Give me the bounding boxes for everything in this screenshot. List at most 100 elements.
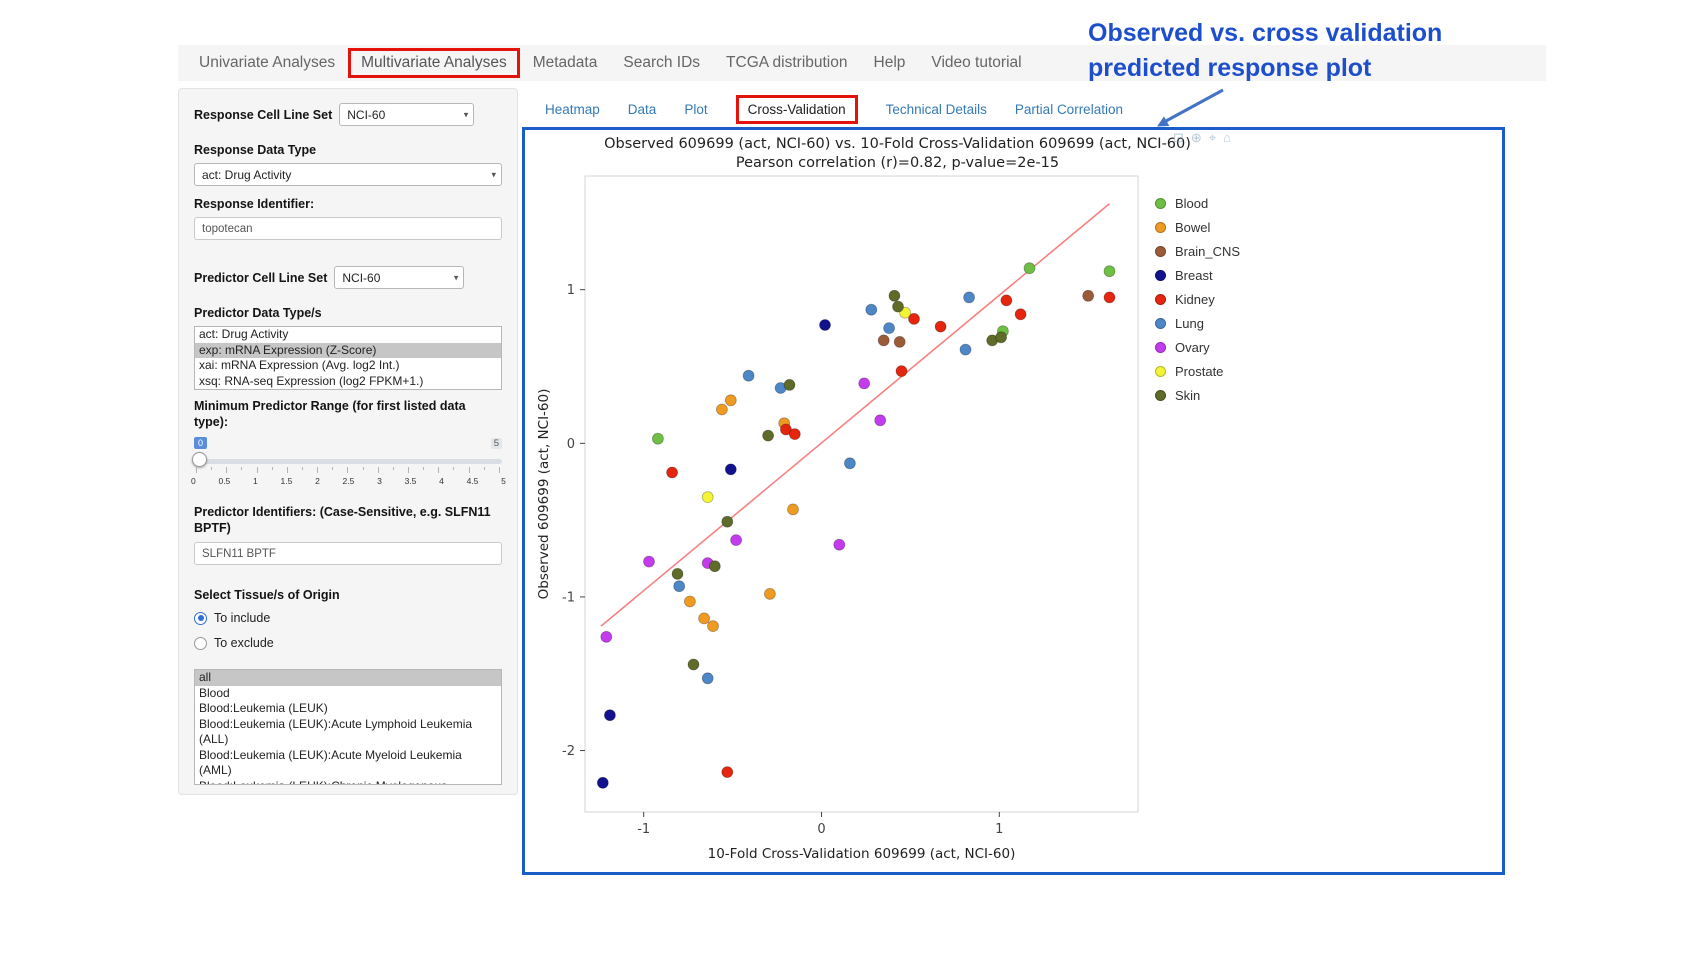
pan-icon[interactable]: ⌖ (1208, 130, 1217, 145)
tissue-origin-radios: To include To exclude (194, 608, 502, 653)
predictor-cell-line-set-group: Predictor Cell Line Set NCI-60 ▾ (194, 266, 502, 289)
slider-tick-label: 3 (377, 476, 382, 486)
predictor-data-type-option[interactable]: xai: mRNA Expression (Avg. log2 Int.) (199, 358, 400, 372)
legend-label: Blood (1175, 196, 1209, 211)
slider-tick-label: 5 (501, 476, 506, 486)
svg-text:-1: -1 (637, 822, 650, 837)
slider-track[interactable] (194, 459, 502, 464)
tissue-option[interactable]: Blood:Leukemia (LEUK):Chronic Myelogenou… (195, 779, 501, 785)
legend-dot-icon (1155, 198, 1166, 209)
subtab-partial-correlation[interactable]: Partial Correlation (1014, 101, 1123, 117)
predictor-cell-line-set-value: NCI-60 (342, 270, 381, 285)
legend-item-prostate[interactable]: Prostate (1155, 364, 1240, 379)
slider-tick-label: 0 (191, 476, 196, 486)
slider-tick (317, 467, 319, 473)
home-icon[interactable]: ⌂ (1223, 130, 1231, 145)
slider-tick (286, 467, 288, 473)
svg-text:-1: -1 (562, 590, 575, 605)
tissue-origin-listbox[interactable]: all Blood Blood:Leukemia (LEUK) Blood:Leuke… (194, 669, 502, 785)
slider-tick (468, 467, 470, 473)
subtab-plot[interactable]: Plot (684, 101, 708, 117)
predictor-cell-line-set-select[interactable]: NCI-60 ▾ (334, 266, 465, 289)
response-identifier-input[interactable] (194, 217, 502, 240)
nav-tab-metadata[interactable]: Metadata (532, 54, 598, 71)
legend-dot-icon (1155, 222, 1166, 233)
response-data-type-select[interactable]: act: Drug Activity ▾ (194, 163, 502, 186)
nav-tab-tcga-distribution[interactable]: TCGA distribution (726, 54, 848, 71)
cross-validation-plot-panel: Observed 609699 (act, NCI-60) vs. 10-Fol… (522, 127, 1505, 875)
slider-tick-label: 2.5 (342, 476, 355, 486)
plot-title-line1: Observed 609699 (act, NCI-60) vs. 10-Fol… (604, 136, 1191, 152)
legend-item-breast[interactable]: Breast (1155, 268, 1240, 283)
tissue-option[interactable]: Blood:Leukemia (LEUK):Acute Lymphoid Leu… (199, 716, 473, 747)
subtab-technical-details[interactable]: Technical Details (885, 101, 987, 117)
min-predictor-range-slider[interactable]: 0 5 0 0.5 1 1.5 2 2.5 3 3.5 4 4.5 5 (191, 437, 506, 498)
predictor-data-type-option[interactable]: act: Drug Activity (199, 327, 289, 341)
tissue-radio-to-exclude[interactable]: To exclude (194, 633, 502, 653)
legend-dot-icon (1155, 270, 1166, 281)
slider-ticks (196, 467, 500, 473)
predictor-identifiers-input[interactable] (194, 542, 502, 565)
predictor-data-type-option[interactable]: xsq: RNA-seq Expression (log2 FPKM+1.) (199, 373, 424, 388)
nav-tab-video-tutorial[interactable]: Video tutorial (931, 54, 1022, 71)
legend-item-brain-cns[interactable]: Brain_CNS (1155, 244, 1240, 259)
slider-tick-label: 1 (253, 476, 258, 486)
slider-tick-label: 0.5 (218, 476, 231, 486)
response-data-type-label: Response Data Type (194, 143, 317, 157)
radio-icon (194, 611, 207, 625)
chevron-down-icon: ▾ (491, 169, 496, 179)
slider-tick (347, 467, 349, 473)
svg-text:0: 0 (567, 437, 575, 452)
legend-label: Skin (1175, 388, 1201, 403)
nav-tab-multivariate-analyses[interactable]: Multivariate Analyses (348, 48, 520, 78)
predictor-data-types-listbox[interactable]: act: Drug Activity exp: mRNA Expression (… (194, 326, 502, 390)
nav-tab-univariate-analyses[interactable]: Univariate Analyses (199, 54, 336, 71)
response-cell-line-set-label: Response Cell Line Set (194, 107, 333, 122)
subtab-cross-validation[interactable]: Cross-Validation (735, 94, 858, 124)
response-data-type-group: Response Data Type act: Drug Activity ▾ (194, 142, 502, 186)
camera-icon[interactable]: ⊡ (1173, 130, 1184, 145)
predictor-data-types-group: Predictor Data Type/s act: Drug Activity… (194, 305, 502, 390)
nav-tab-search-ids[interactable]: Search IDs (623, 54, 701, 71)
slider-tick-label: 1.5 (280, 476, 293, 486)
legend-item-blood[interactable]: Blood (1155, 196, 1240, 211)
predictor-data-types-label: Predictor Data Type/s (194, 306, 322, 320)
tissue-option[interactable]: Blood (199, 685, 230, 700)
subtab-heatmap[interactable]: Heatmap (545, 101, 600, 117)
tissue-option[interactable]: all (195, 670, 501, 686)
legend-item-bowel[interactable]: Bowel (1155, 220, 1240, 235)
tissue-option[interactable]: Blood:Leukemia (LEUK) (199, 701, 328, 715)
annotation-arrow-icon (1157, 88, 1224, 127)
legend-dot-icon (1155, 246, 1166, 257)
slider-tick (241, 467, 243, 470)
legend-item-lung[interactable]: Lung (1155, 316, 1240, 331)
slider-tick (498, 467, 500, 473)
legend-item-ovary[interactable]: Ovary (1155, 340, 1240, 355)
slider-tick (211, 467, 213, 470)
predictor-data-type-option[interactable]: exp: mRNA Expression (Z-Score) (195, 342, 501, 358)
svg-text:1: 1 (995, 822, 1003, 837)
legend-dot-icon (1155, 390, 1166, 401)
legend-item-kidney[interactable]: Kidney (1155, 292, 1240, 307)
legend-dot-icon (1155, 294, 1166, 305)
legend-label: Brain_CNS (1175, 244, 1241, 259)
slider-handle[interactable] (192, 452, 207, 467)
zoom-icon[interactable]: ⊕ (1190, 130, 1202, 145)
nav-tab-help[interactable]: Help (873, 54, 906, 71)
scatter-plot[interactable]: -1 0 1 -2 -1 0 1 10-Fold Cross-Validation 60969… (531, 160, 1191, 860)
tissue-radio-to-include[interactable]: To include (194, 608, 502, 628)
legend-label: Bowel (1175, 220, 1211, 235)
svg-text:0: 0 (817, 822, 825, 837)
legend-item-skin[interactable]: Skin (1155, 388, 1240, 403)
radio-icon (194, 636, 207, 650)
legend-dot-icon (1155, 366, 1166, 377)
slider-tick (453, 467, 455, 470)
slider-tick (362, 467, 364, 470)
tissue-option[interactable]: Blood:Leukemia (LEUK):Acute Myeloid Leuk… (199, 747, 462, 778)
slider-value-badge: 0 (194, 437, 208, 449)
radio-label: To exclude (214, 636, 274, 650)
slider-tick-label: 4.5 (466, 476, 479, 486)
subtab-data[interactable]: Data (627, 101, 657, 117)
legend-label: Ovary (1175, 340, 1210, 355)
response-cell-line-set-select[interactable]: NCI-60 ▾ (339, 103, 475, 126)
